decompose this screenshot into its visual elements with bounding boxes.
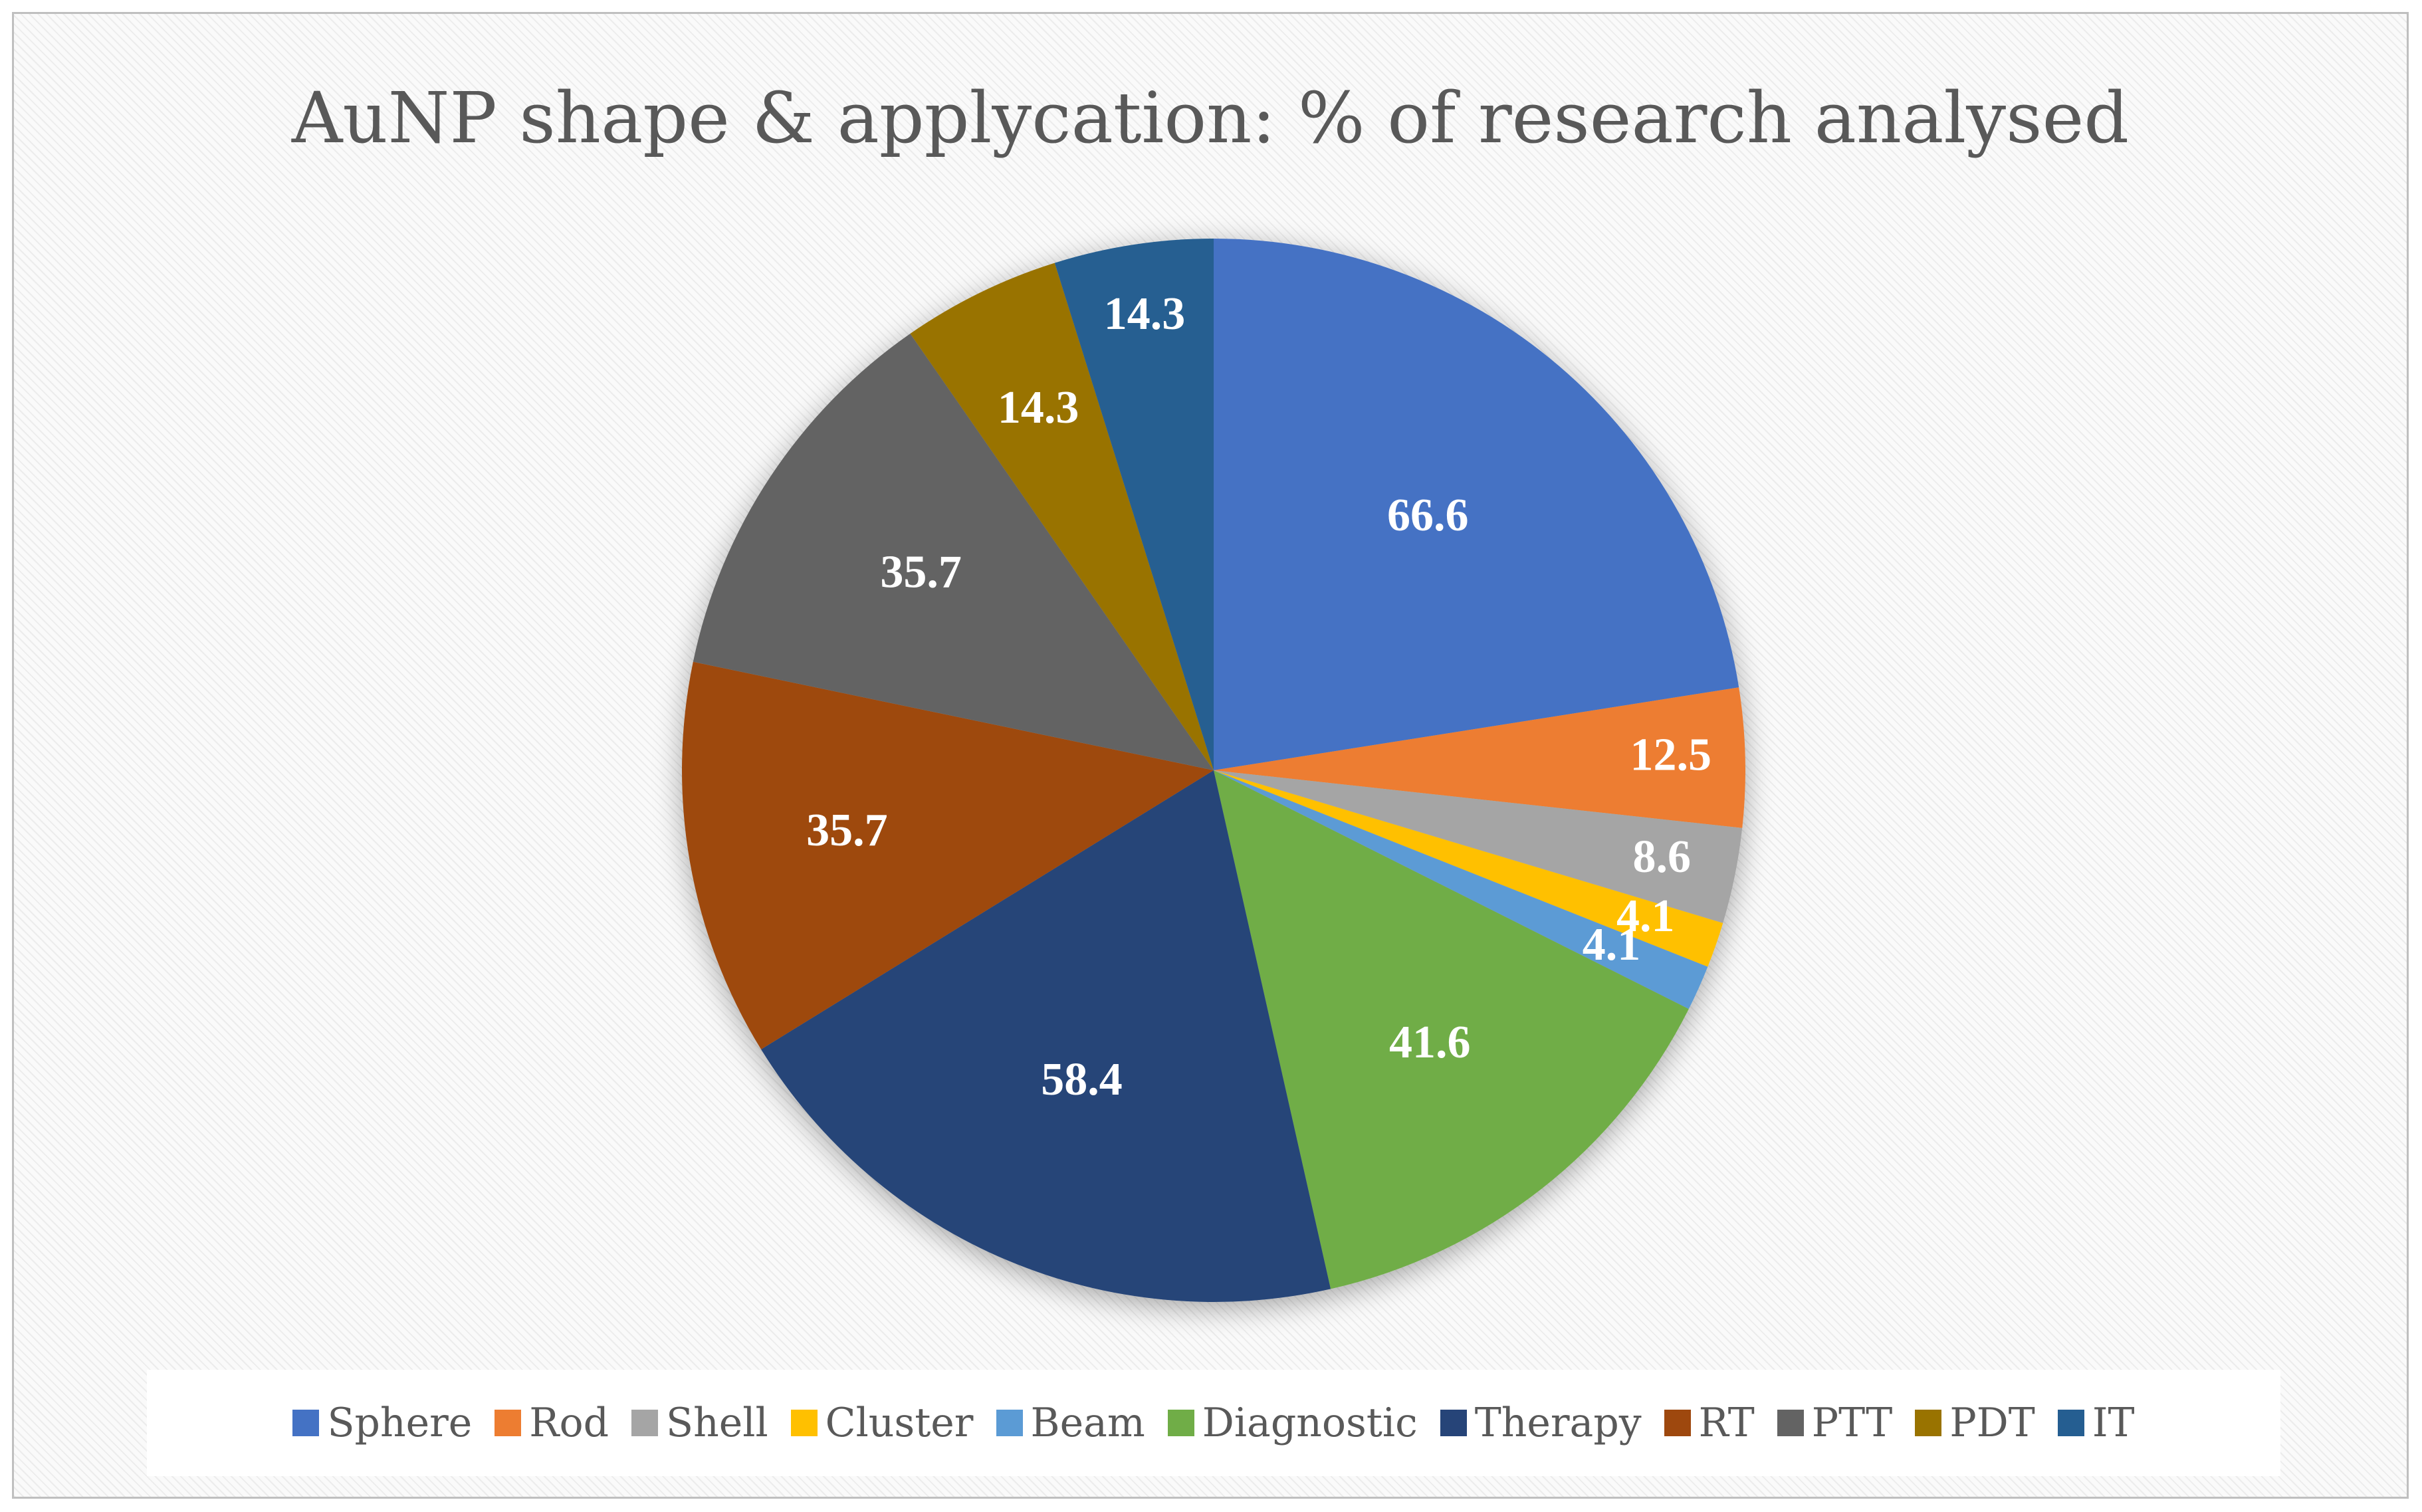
pie-data-labels: 66.6 12.5 8.6 4.14.1 41.6 58.4 35.7 35.7 14.3 14.…	[806, 288, 1711, 1105]
legend-swatch-cluster	[790, 1410, 818, 1436]
pie-slice-it	[1054, 239, 1214, 770]
legend-item-diagnostic: Diagnostic	[1167, 1400, 1418, 1446]
legend-label-sphere: Sphere	[327, 1400, 473, 1446]
legend: Sphere Rod Shell Cluster Beam Diagnostic Thera…	[147, 1370, 2280, 1476]
legend-label-therapy: Therapy	[1474, 1400, 1642, 1446]
legend-swatch-beam	[996, 1410, 1023, 1436]
legend-item-cluster: Cluster	[790, 1400, 974, 1446]
pie-slice-sphere	[1214, 239, 1739, 770]
legend-label-cluster: Cluster	[825, 1400, 974, 1446]
legend-item-it: IT	[2057, 1400, 2135, 1446]
data-label-ptt: 35.7	[880, 547, 962, 598]
pie-chart: 66.6 12.5 8.6 4.14.1 41.6 58.4 35.7 35.7 14.3 14.…	[682, 239, 1745, 1302]
data-label-rod: 12.5	[1630, 730, 1712, 781]
legend-swatch-therapy	[1440, 1410, 1467, 1436]
legend-item-pdt: PDT	[1915, 1400, 2035, 1446]
legend-label-ptt: PTT	[1811, 1400, 1893, 1446]
pie-slice-therapy	[761, 770, 1331, 1302]
pie-slice-rt	[682, 661, 1214, 1049]
legend-swatch-shell	[631, 1410, 659, 1436]
data-label-beam: 4.1	[1583, 919, 1641, 970]
data-label-shell: 8.6	[1633, 831, 1692, 883]
legend-label-diagnostic: Diagnostic	[1202, 1400, 1418, 1446]
data-label-pdt: 14.3	[998, 382, 1079, 433]
legend-swatch-it	[2057, 1410, 2084, 1436]
data-label-therapy: 58.4	[1041, 1054, 1123, 1105]
legend-label-beam: Beam	[1030, 1400, 1145, 1446]
legend-item-beam: Beam	[996, 1400, 1145, 1446]
legend-item-rod: Rod	[495, 1400, 609, 1446]
legend-item-sphere: Sphere	[292, 1400, 472, 1446]
pie-slice-rod	[1214, 687, 1745, 828]
legend-label-rt: RT	[1698, 1400, 1755, 1446]
data-label-cluster: 4.1	[1616, 891, 1675, 942]
legend-item-therapy: Therapy	[1440, 1400, 1642, 1446]
legend-item-rt: RT	[1664, 1400, 1755, 1446]
pie-slice-diagnostic	[1214, 770, 1689, 1289]
legend-swatch-diagnostic	[1167, 1410, 1194, 1436]
data-label-it: 14.3	[1104, 288, 1186, 340]
pie-slice-beam	[1214, 770, 1708, 1010]
legend-swatch-rt	[1664, 1410, 1691, 1436]
data-label-diagnostic: 41.6	[1389, 1017, 1471, 1068]
legend-label-shell: Shell	[666, 1400, 768, 1446]
legend-label-rod: Rod	[529, 1400, 609, 1446]
legend-item-shell: Shell	[631, 1400, 768, 1446]
data-label-rt: 35.7	[806, 805, 888, 856]
legend-box: Sphere Rod Shell Cluster Beam Diagnostic Thera…	[147, 1370, 2280, 1476]
legend-swatch-sphere	[292, 1410, 320, 1436]
pie-slice-ptt	[693, 334, 1214, 771]
legend-item-ptt: PTT	[1777, 1400, 1893, 1446]
chart-title: AuNP shape & applycation: % of research …	[291, 77, 2130, 159]
legend-swatch-rod	[495, 1410, 522, 1436]
legend-swatch-ptt	[1777, 1410, 1804, 1436]
legend-swatch-pdt	[1915, 1410, 1942, 1436]
pie-slice-cluster	[1214, 770, 1723, 967]
data-label-sphere: 66.6	[1387, 490, 1469, 541]
pie-slices	[682, 239, 1745, 1302]
legend-label-pdt: PDT	[1949, 1400, 2035, 1446]
legend-label-it: IT	[2092, 1400, 2135, 1446]
chart-frame: AuNP shape & applycation: % of research …	[12, 12, 2409, 1499]
pie-slice-shell	[1214, 770, 1743, 923]
pie-slice-pdt	[910, 263, 1214, 771]
